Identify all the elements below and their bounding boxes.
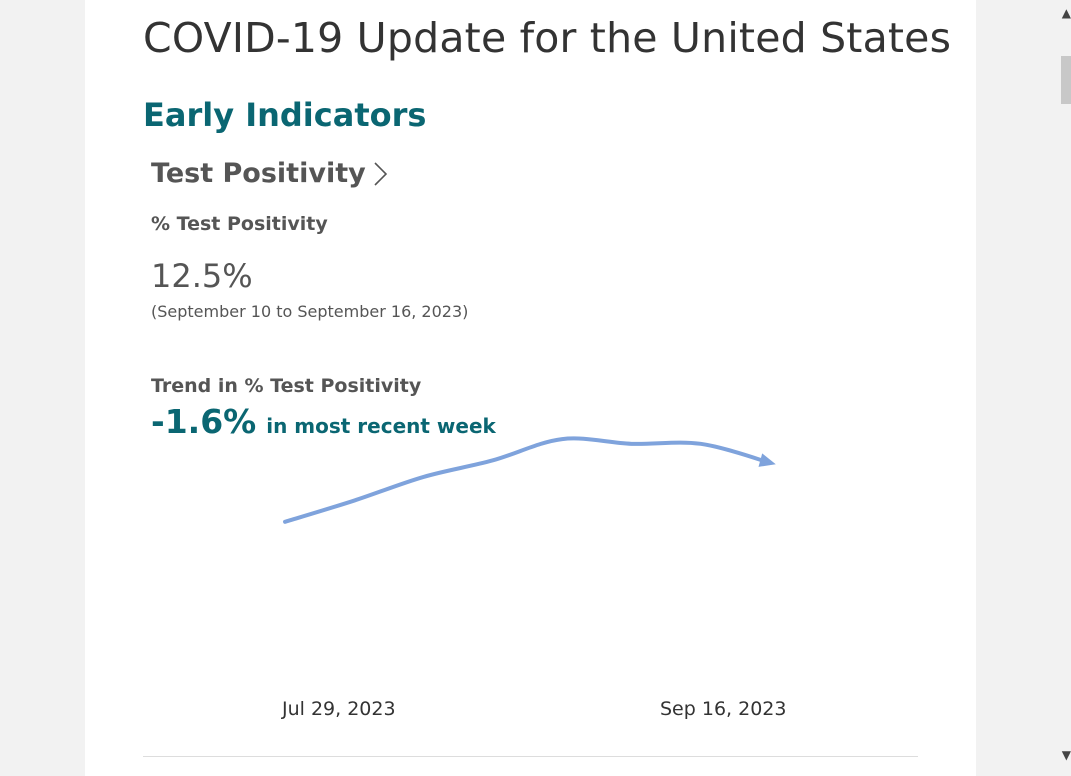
- x-tick-label-start: Jul 29, 2023: [282, 698, 396, 720]
- metric-label: % Test Positivity: [151, 213, 328, 235]
- scroll-down-arrow-icon[interactable]: ▼: [1061, 748, 1071, 762]
- trend-value: -1.6%: [151, 402, 257, 441]
- trend-sparkline: [283, 436, 776, 524]
- trend-line: [283, 436, 772, 524]
- test-positivity-link[interactable]: Test Positivity: [151, 158, 388, 189]
- page-container: COVID-19 Update for the United States Ea…: [85, 0, 976, 776]
- trend-suffix: in most recent week: [266, 414, 496, 438]
- metric-date-range: (September 10 to September 16, 2023): [151, 302, 469, 321]
- scroll-up-arrow-icon[interactable]: ▲: [1061, 6, 1071, 20]
- section-title: Early Indicators: [143, 96, 427, 134]
- metric-value: 12.5%: [151, 257, 253, 295]
- trend-arrowhead-icon: [758, 453, 776, 467]
- scrollbar-thumb[interactable]: [1061, 56, 1071, 104]
- card-title: Test Positivity: [151, 158, 366, 189]
- trend-label: Trend in % Test Positivity: [151, 375, 422, 397]
- trend-row: -1.6% in most recent week: [151, 402, 496, 441]
- section-divider: [143, 756, 918, 757]
- chevron-right-icon: [374, 161, 387, 186]
- x-tick-label-end: Sep 16, 2023: [660, 698, 787, 720]
- page-title: COVID-19 Update for the United States: [143, 14, 952, 62]
